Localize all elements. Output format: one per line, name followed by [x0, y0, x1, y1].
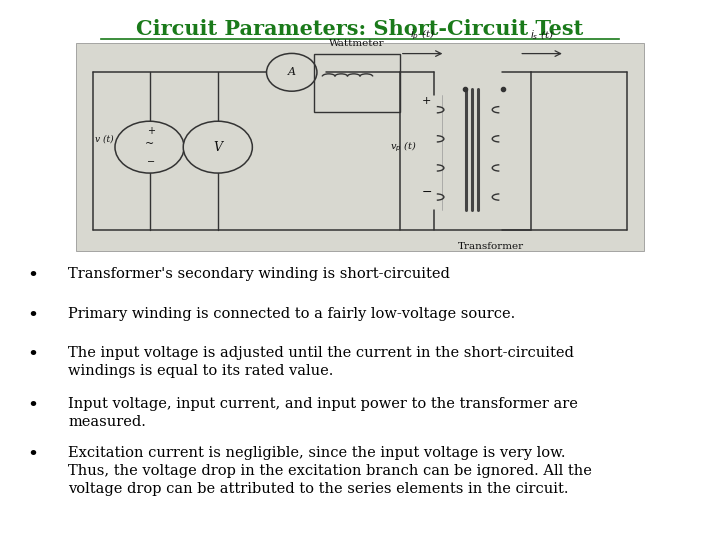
- Bar: [315, 53, 400, 112]
- Circle shape: [183, 121, 252, 173]
- Text: A: A: [288, 68, 296, 77]
- Text: v (t): v (t): [95, 134, 113, 143]
- Text: •: •: [27, 446, 38, 464]
- Text: v$_p$ (t): v$_p$ (t): [390, 140, 417, 154]
- Text: $i_p$ (t): $i_p$ (t): [410, 28, 435, 42]
- Text: •: •: [27, 307, 38, 325]
- Text: +: +: [422, 97, 431, 106]
- Text: Wattmeter: Wattmeter: [329, 39, 385, 48]
- Text: V: V: [213, 140, 222, 154]
- Text: −: −: [147, 157, 155, 167]
- Text: Transformer: Transformer: [458, 242, 524, 252]
- Text: Circuit Parameters: Short-Circuit Test: Circuit Parameters: Short-Circuit Test: [136, 19, 584, 39]
- Text: •: •: [27, 346, 38, 364]
- FancyBboxPatch shape: [76, 43, 644, 251]
- Text: +: +: [147, 126, 155, 136]
- Text: Transformer's secondary winding is short-circuited: Transformer's secondary winding is short…: [68, 267, 450, 281]
- Text: Excitation current is negligible, since the input voltage is very low.
Thus, the: Excitation current is negligible, since …: [68, 446, 593, 496]
- Text: $i_s$ (t): $i_s$ (t): [530, 28, 554, 42]
- Text: −: −: [421, 186, 432, 199]
- Text: •: •: [27, 267, 38, 285]
- Text: The input voltage is adjusted until the current in the short-circuited
windings : The input voltage is adjusted until the …: [68, 346, 575, 378]
- Text: Primary winding is connected to a fairly low-voltage source.: Primary winding is connected to a fairly…: [68, 307, 516, 321]
- Text: •: •: [27, 397, 38, 415]
- Text: ~: ~: [145, 139, 154, 150]
- Circle shape: [115, 121, 184, 173]
- Circle shape: [266, 53, 317, 91]
- Text: Input voltage, input current, and input power to the transformer are
measured.: Input voltage, input current, and input …: [68, 397, 578, 429]
